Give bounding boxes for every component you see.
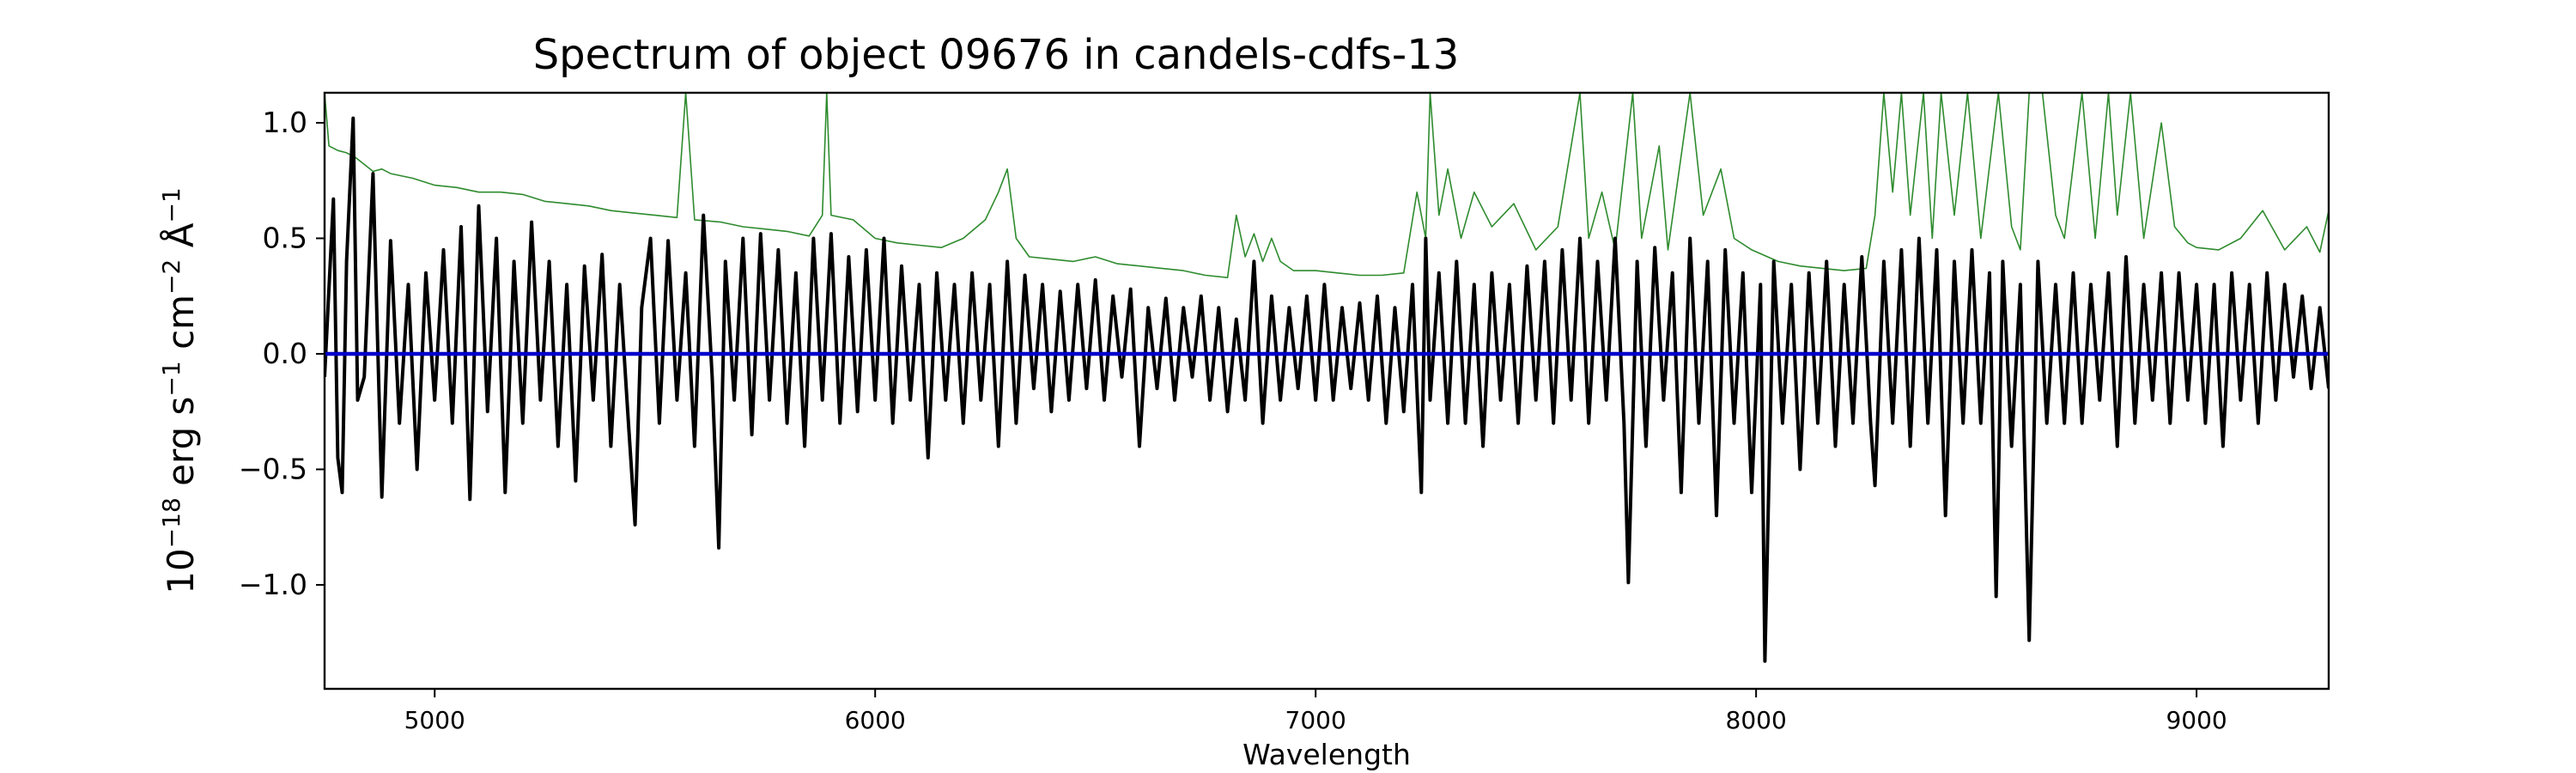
y-axis-label-exp-1: −18: [157, 497, 185, 548]
y-tick-label: 0.0: [263, 337, 307, 370]
y-axis-label-exp-3: −2: [157, 259, 185, 295]
plot-area: [325, 93, 2329, 663]
x-tick-label: 5000: [404, 706, 465, 734]
y-tick-label: 0.5: [263, 221, 307, 254]
y-axis-label-exp-4: −1: [157, 187, 185, 222]
chart-title: Spectrum of object 09676 in candels-cdfs…: [533, 31, 1460, 79]
y-axis-label-prefix: 10: [160, 548, 202, 593]
x-tick-label: 7000: [1285, 706, 1346, 734]
y-tick-label: −1.0: [239, 568, 307, 601]
y-axis-label-ang: Å: [159, 222, 202, 259]
x-tick-label: 9000: [2166, 706, 2227, 734]
y-tick-label: 1.0: [263, 106, 307, 139]
flux-series-line: [325, 116, 2329, 663]
x-tick-label: 6000: [845, 706, 906, 734]
y-axis-label-erg: erg s: [160, 397, 202, 498]
x-axis-label: Wavelength: [1242, 738, 1411, 771]
y-axis-label-exp-2: −1: [157, 361, 185, 396]
y-axis-label: 10−18 erg s−1 cm−2 Å−1: [157, 187, 202, 593]
error-series-line: [325, 93, 2329, 278]
y-axis-label-cm: cm: [160, 295, 202, 361]
x-tick-label: 8000: [1726, 706, 1787, 734]
axes-frame: [323, 91, 2330, 691]
y-tick-label: −0.5: [239, 452, 307, 485]
axes: −1.0 −0.5 0.0 0.5 1.0 5000 6000 7000 8000 9000: [239, 91, 2330, 734]
